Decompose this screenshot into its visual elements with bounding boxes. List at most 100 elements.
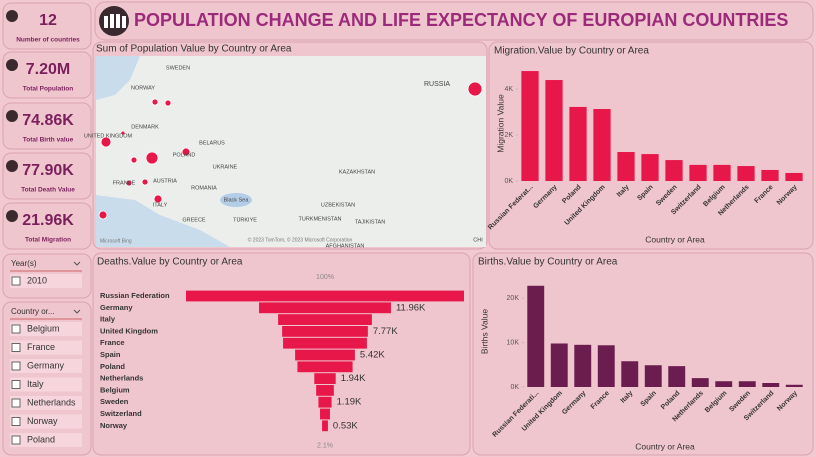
data-label: 1.19K (337, 397, 362, 408)
category-label: France (100, 338, 125, 347)
slicer-checkbox[interactable] (11, 324, 21, 334)
slicer-checkbox[interactable] (11, 398, 21, 408)
chart-title: Migration.Value by Country or Area (494, 46, 649, 57)
data-label: 7.77K (373, 326, 398, 337)
sea (220, 193, 252, 207)
kpi-label: Total Death Value (21, 187, 75, 194)
bar (641, 154, 659, 181)
map-label: RUSSIA (424, 81, 450, 88)
funnel-bar (186, 290, 464, 302)
category-label: Norway (100, 421, 128, 430)
funnel-bar (259, 302, 391, 314)
funnel-bar (314, 373, 336, 384)
kpi-label: Total Birth value (23, 137, 74, 144)
header-title: POPULATION CHANGE AND LIFE EXPECTANCY OF… (134, 10, 788, 30)
x-axis-label: Country or Area (645, 234, 705, 244)
data-label: 1.94K (341, 373, 366, 384)
slicer-item-bg (10, 340, 82, 355)
slicer-item: France (27, 342, 55, 352)
y-tick-label: 2K (504, 132, 513, 139)
bar (617, 152, 635, 181)
slicer-title: Country or... (11, 307, 55, 316)
category-label: Switzerland (100, 409, 142, 418)
kpi-icon (6, 110, 18, 122)
y-tick-label: 0K (510, 384, 519, 391)
kpi-value: 77.90K (22, 162, 74, 179)
map-title: Sum of Population Value by Country or Ar… (96, 44, 292, 55)
map-label: FRANCE (113, 180, 136, 186)
category-label: United Kingdom (100, 326, 158, 335)
kpi-icon (6, 210, 18, 222)
data-label: 11.96K (396, 302, 426, 313)
funnel-bar (283, 337, 367, 349)
slicer-item: Poland (27, 434, 55, 444)
kpi-icon (6, 10, 18, 22)
kpi-icon (6, 59, 18, 71)
map-area (96, 56, 486, 247)
slicer-item-bg (10, 433, 82, 447)
bar (785, 384, 803, 387)
map-label: UKRAINE (213, 164, 238, 170)
chart-title: Deaths.Value by Country or Area (97, 257, 243, 268)
map-label: BELARUS (199, 140, 225, 146)
slicer-checkbox[interactable] (11, 417, 21, 426)
slicer-checkbox[interactable] (11, 276, 21, 286)
bar (785, 172, 803, 181)
map-label: CHI (473, 237, 483, 243)
category-label: Russian Federation (100, 291, 170, 300)
data-label: 5.42K (360, 350, 385, 361)
bar (545, 80, 563, 181)
map-label: ROMANIA (191, 185, 217, 191)
bar (665, 160, 683, 181)
slicer-chevron (73, 309, 81, 314)
bar (521, 71, 539, 181)
map-label: GREECE (182, 217, 206, 223)
slicer-item-bg (10, 274, 82, 288)
slicer-checkbox[interactable] (11, 343, 21, 352)
slicer-item: Belgium (27, 323, 60, 333)
kpi-card (2, 202, 92, 250)
kpi-value: 74.86K (22, 112, 74, 129)
chart-title: Births.Value by Country or Area (478, 257, 618, 268)
funnel-bar (318, 396, 332, 408)
map-label: KAZAKHSTAN (339, 169, 375, 175)
map-label: DENMARK (131, 124, 159, 130)
deaths-panel (92, 252, 471, 456)
bar (715, 381, 733, 387)
slicer-checkbox[interactable] (11, 380, 21, 389)
map-label: TAJIKISTAN (355, 219, 385, 225)
kpi-card (2, 102, 92, 150)
bar (527, 285, 545, 387)
kpi-label: Number of countries (16, 37, 80, 44)
sea (96, 56, 140, 100)
map-attribution: © 2023 TomTom, © 2023 Microsoft Corporat… (248, 236, 353, 243)
slicer-chevron (73, 261, 81, 266)
map-label: AFGHANISTAN (326, 243, 365, 249)
funnel-bottom-label: 2.1% (317, 442, 333, 449)
map-brand: Microsoft Bing (100, 238, 132, 244)
bar (689, 164, 707, 181)
slicer-checkbox[interactable] (11, 361, 21, 371)
slicer-item-bg (10, 322, 82, 336)
category-label: Belgium (100, 385, 130, 394)
map-label: NORWAY (131, 85, 155, 91)
bar (761, 169, 779, 181)
category-label: Italy (100, 315, 116, 324)
slicer-checkbox[interactable] (11, 435, 21, 445)
funnel-bar (295, 349, 355, 361)
kpi-value: 21.96K (22, 212, 74, 229)
funnel-bar (320, 408, 330, 420)
sea (96, 195, 230, 247)
funnel-bar (278, 314, 372, 325)
category-label: Spain (100, 350, 121, 359)
kpi-card (2, 2, 92, 50)
funnel-bar (297, 361, 353, 373)
header-panel (94, 1, 814, 41)
births-panel (472, 252, 814, 456)
funnel-bar (282, 326, 368, 337)
funnel-bar (322, 420, 328, 432)
kpi-label: Total Migration (25, 237, 71, 244)
kpi-icon (6, 160, 18, 172)
y-tick-label: 20K (507, 295, 520, 302)
